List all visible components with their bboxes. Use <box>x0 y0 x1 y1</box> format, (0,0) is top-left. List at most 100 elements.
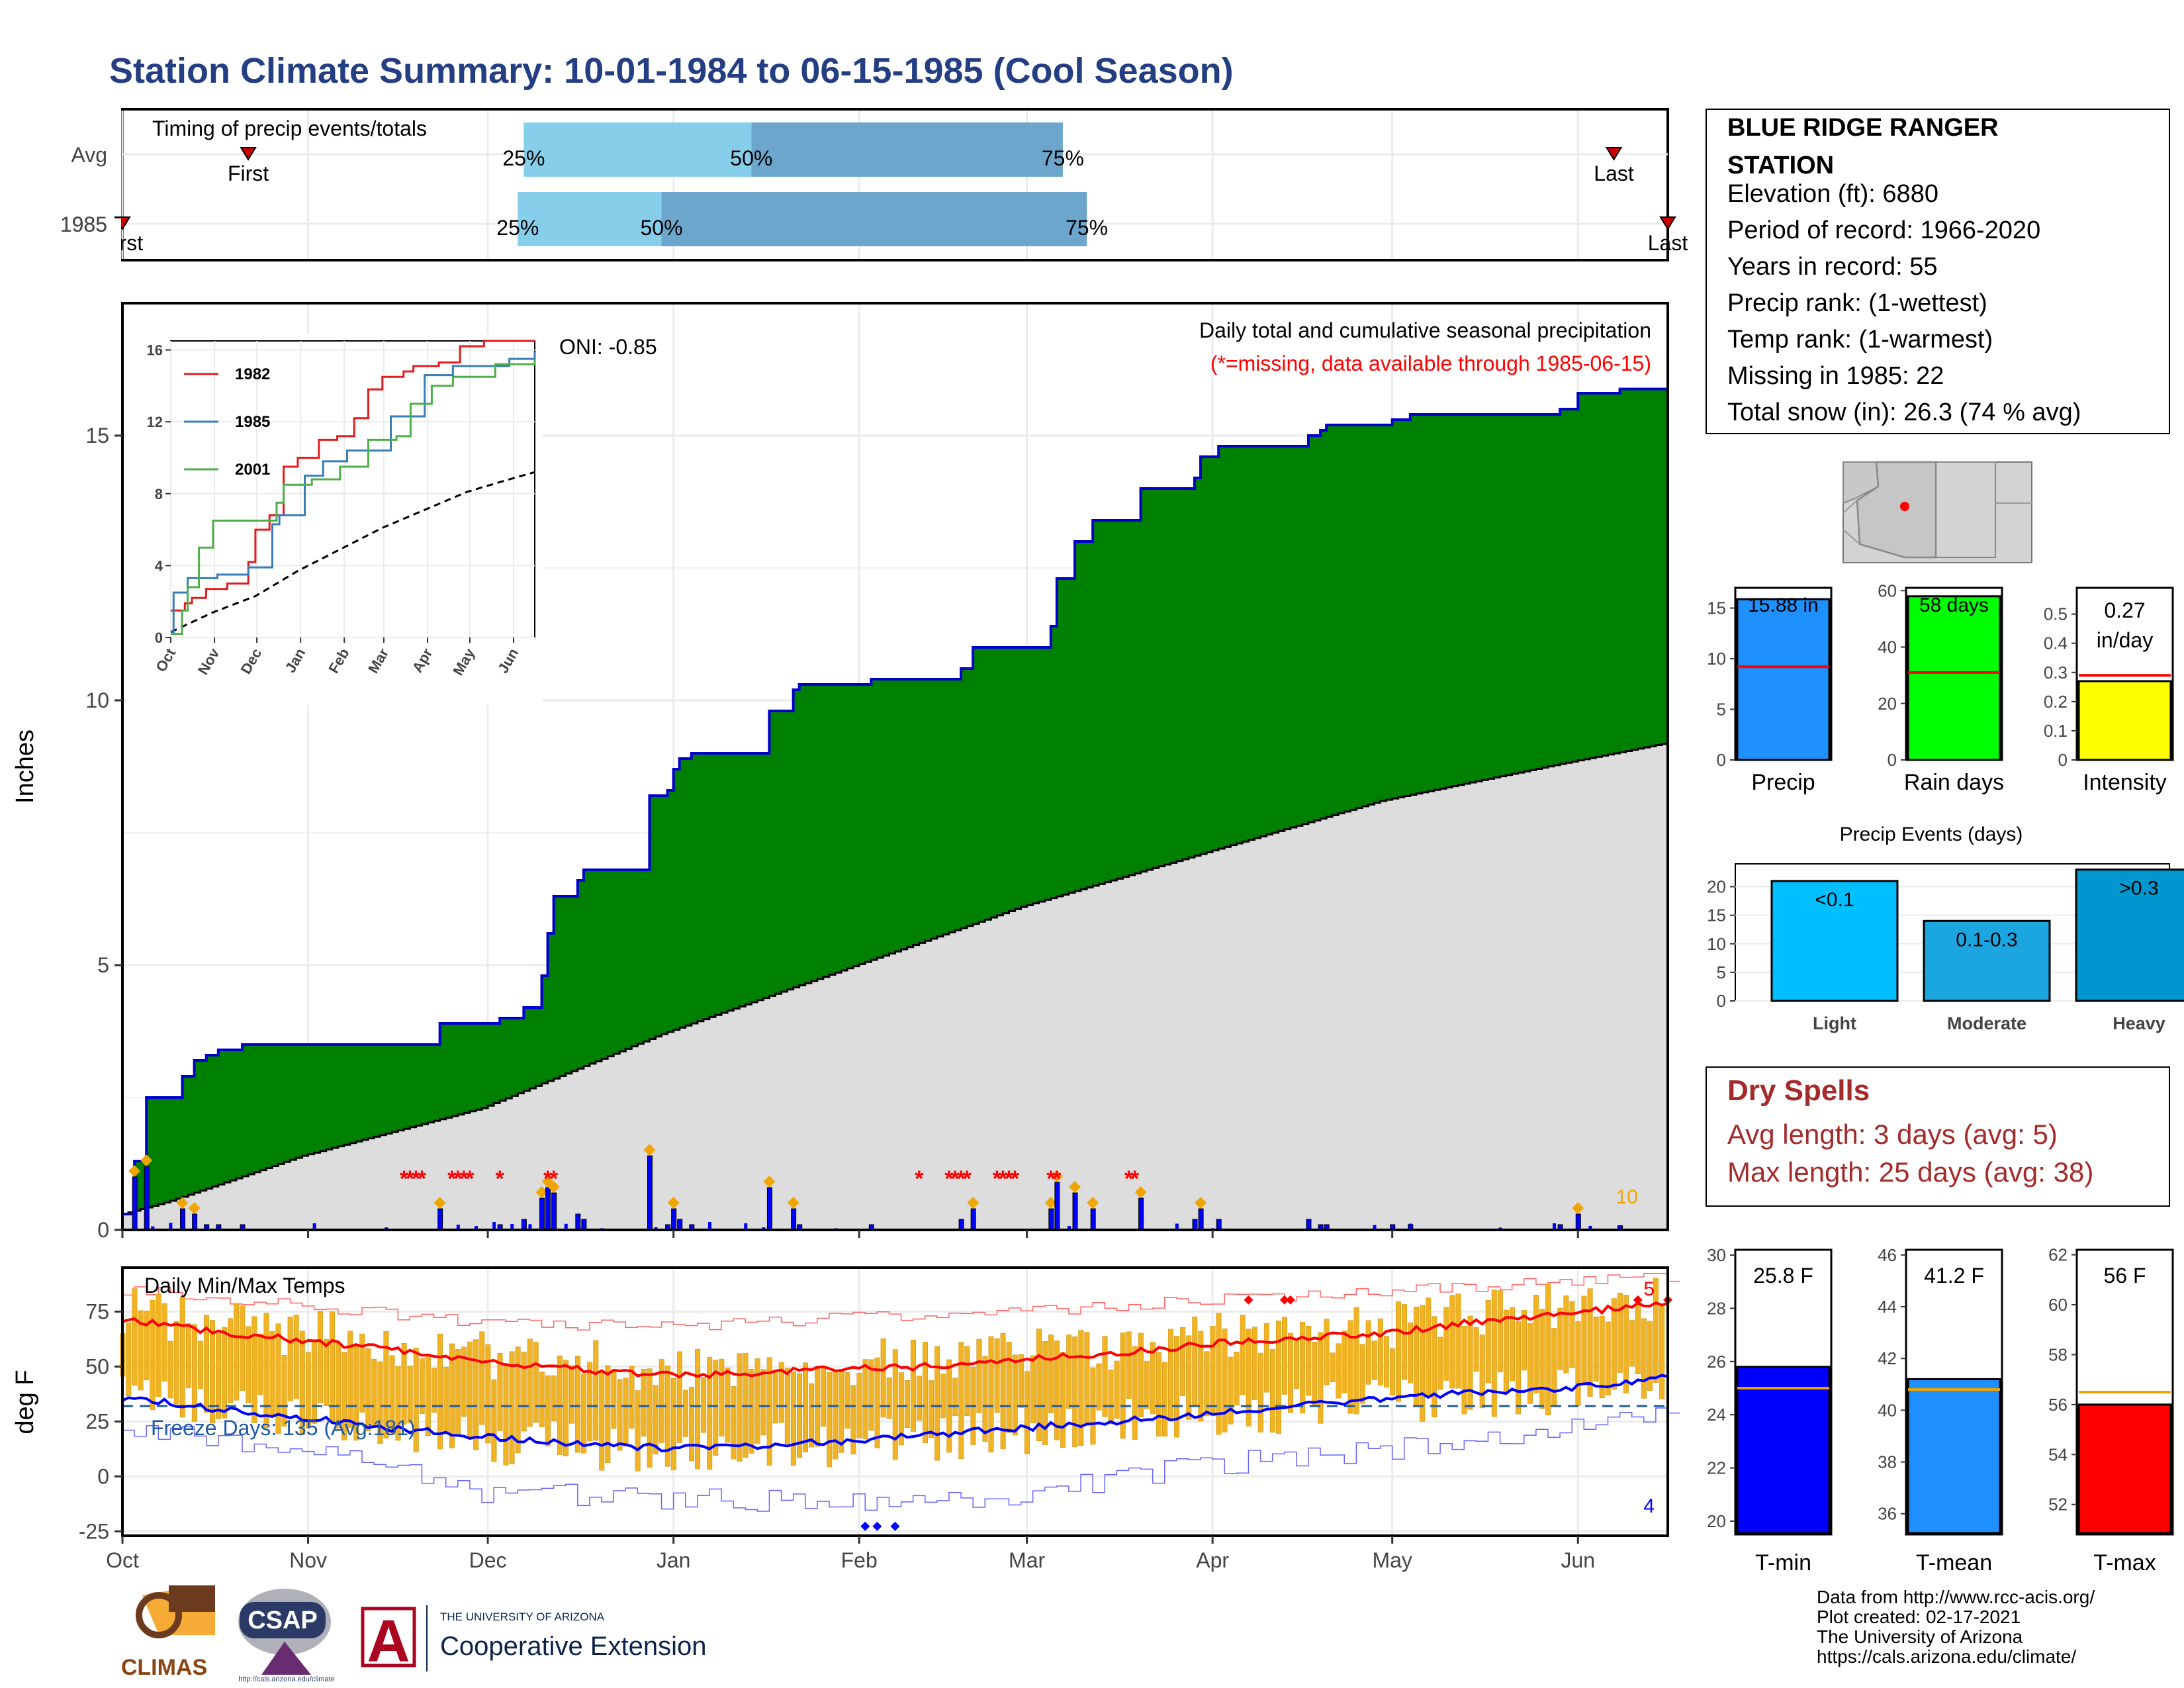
daily-temp-bar <box>251 1316 257 1423</box>
daily-temp-bar <box>126 1322 132 1397</box>
missing-day-star: * <box>944 1166 954 1192</box>
daily-temp-bar <box>1635 1299 1641 1374</box>
inset-frame <box>170 340 535 638</box>
daily-temp-bar <box>281 1355 287 1427</box>
daily-temp-bar <box>144 1310 150 1381</box>
summary-bar-Rain days <box>1907 595 2001 761</box>
station-info: BLUE RIDGE RANGER STATION Elevation (ft)… <box>1706 109 2170 434</box>
daily-temp-bar <box>485 1344 491 1444</box>
daily-temp-bar <box>880 1338 886 1418</box>
missing-day-star: * <box>1052 1166 1062 1192</box>
daily-precip-bar <box>551 1192 557 1231</box>
station-location-marker <box>1900 502 1909 511</box>
summary-value-label: 15.88 in <box>1748 594 1819 616</box>
daily-temp-bar <box>904 1380 910 1428</box>
missing-day-star: * <box>453 1166 463 1192</box>
daily-temp-bar <box>1473 1327 1479 1372</box>
daily-precip-bar <box>970 1208 976 1231</box>
daily-drizzle-bar <box>1373 1225 1377 1230</box>
missing-day-star: * <box>459 1166 469 1192</box>
first-marker <box>240 147 257 161</box>
map-region-west <box>1843 461 1880 504</box>
timing-row-1985-redraw: 1985 <box>60 212 107 236</box>
daily-temp-bar <box>611 1370 617 1429</box>
summary-y-tick-label: 0.3 <box>2044 663 2068 682</box>
daily-temp-bar <box>1533 1294 1539 1393</box>
daily-temp-bar <box>1318 1332 1324 1424</box>
inset-y-tick-label: 4 <box>155 557 163 574</box>
temp-y-tick-label: 0 <box>97 1464 109 1488</box>
daily-precip-bar <box>1048 1208 1054 1231</box>
summary-bar-Intensity <box>2077 680 2172 761</box>
daily-drizzle-bar <box>707 1222 711 1230</box>
daily-temp-bar <box>1342 1331 1347 1393</box>
dry-spells-max: Max length: 25 days (avg: 38) <box>1727 1156 2093 1188</box>
daily-precip-bar <box>180 1208 186 1231</box>
temp-summary-y-tick-label: 30 <box>1707 1245 1726 1265</box>
daily-drizzle-bar <box>474 1226 478 1230</box>
daily-precip-bar <box>545 1187 551 1231</box>
summary-category-label: Rain days <box>1904 770 2004 795</box>
inset-y-tick-label: 16 <box>147 342 163 359</box>
daily-temp-bar <box>323 1339 329 1406</box>
daily-temp-bar <box>1569 1301 1575 1368</box>
daily-temp-bar <box>670 1378 676 1471</box>
daily-temp-bar <box>1102 1336 1108 1417</box>
daily-temp-bar <box>796 1373 802 1458</box>
daily-temp-bar <box>521 1351 527 1432</box>
daily-precip-bar <box>1138 1197 1144 1231</box>
daily-temp-bar <box>1174 1336 1180 1438</box>
daily-temp-bar <box>1593 1317 1599 1382</box>
station-info-frame <box>1706 109 2170 434</box>
daily-temp-bar <box>599 1371 605 1471</box>
ua-small-text: THE UNIVERSITY OF ARIZONA <box>440 1611 605 1623</box>
temp-summary-y-tick-label: 28 <box>1707 1298 1726 1318</box>
quartile-50-75-bar <box>661 192 1087 246</box>
daily-temp-bar <box>1611 1298 1617 1390</box>
dry-spells-avg: Avg length: 3 days (avg: 5) <box>1727 1119 2058 1150</box>
daily-precip-bar <box>437 1208 443 1231</box>
daily-temp-bar <box>341 1352 347 1440</box>
daily-temp-bar <box>1587 1288 1593 1397</box>
month-tick-label: Feb <box>841 1548 878 1572</box>
inset-y-tick-label: 0 <box>155 630 163 646</box>
daily-temp-bar <box>874 1357 880 1448</box>
daily-temp-bar <box>1228 1356 1234 1425</box>
first-marker-label: First <box>228 162 269 185</box>
ua-logo: A THE UNIVERSITY OF ARIZONA Cooperative … <box>361 1605 706 1675</box>
daily-precip-bar <box>677 1219 683 1231</box>
inset-series-1982 <box>171 340 535 612</box>
precip-events-bars: 0 5 10 15 20 <0.1 Light 0.1-0.3 Moderate >0.3 Heav… <box>1707 863 2184 1033</box>
daily-temp-bar <box>479 1331 485 1425</box>
daily-temp-bar <box>563 1360 569 1456</box>
record-high-marker <box>1244 1295 1253 1305</box>
snow-diamond <box>1069 1181 1081 1193</box>
daily-temp-bar <box>1300 1321 1306 1414</box>
daily-temp-bar <box>132 1288 138 1386</box>
daily-temp-bar <box>443 1367 449 1434</box>
temp-summary-value-label: 56 F <box>2103 1264 2146 1288</box>
month-tick-label: May <box>1372 1548 1412 1572</box>
daily-temp-bar <box>359 1333 365 1413</box>
daily-temp-bar <box>191 1324 197 1422</box>
timing-row-1985: 1985 <box>60 212 107 236</box>
temp-summary-category-label: T-mean <box>1916 1550 1992 1575</box>
precip-y-tick-label: 10 <box>85 688 109 712</box>
daily-temp-bar <box>575 1356 581 1453</box>
daily-temp-bar <box>503 1363 509 1466</box>
snow-diamond <box>128 1165 141 1177</box>
inset-y-tick-label: 12 <box>147 414 163 430</box>
daily-temp-bar <box>1036 1329 1042 1442</box>
daily-temp-bar <box>695 1349 701 1470</box>
record-high-marker <box>1285 1295 1295 1305</box>
daily-temp-bar <box>1084 1332 1090 1426</box>
snow-diamond <box>1050 1170 1063 1182</box>
daily-temp-bar <box>1437 1336 1443 1390</box>
quartile-50-75-bar <box>751 122 1063 177</box>
daily-temp-bar <box>1048 1335 1054 1413</box>
daily-temp-bar <box>1557 1307 1563 1370</box>
daily-temp-bar <box>240 1305 246 1391</box>
